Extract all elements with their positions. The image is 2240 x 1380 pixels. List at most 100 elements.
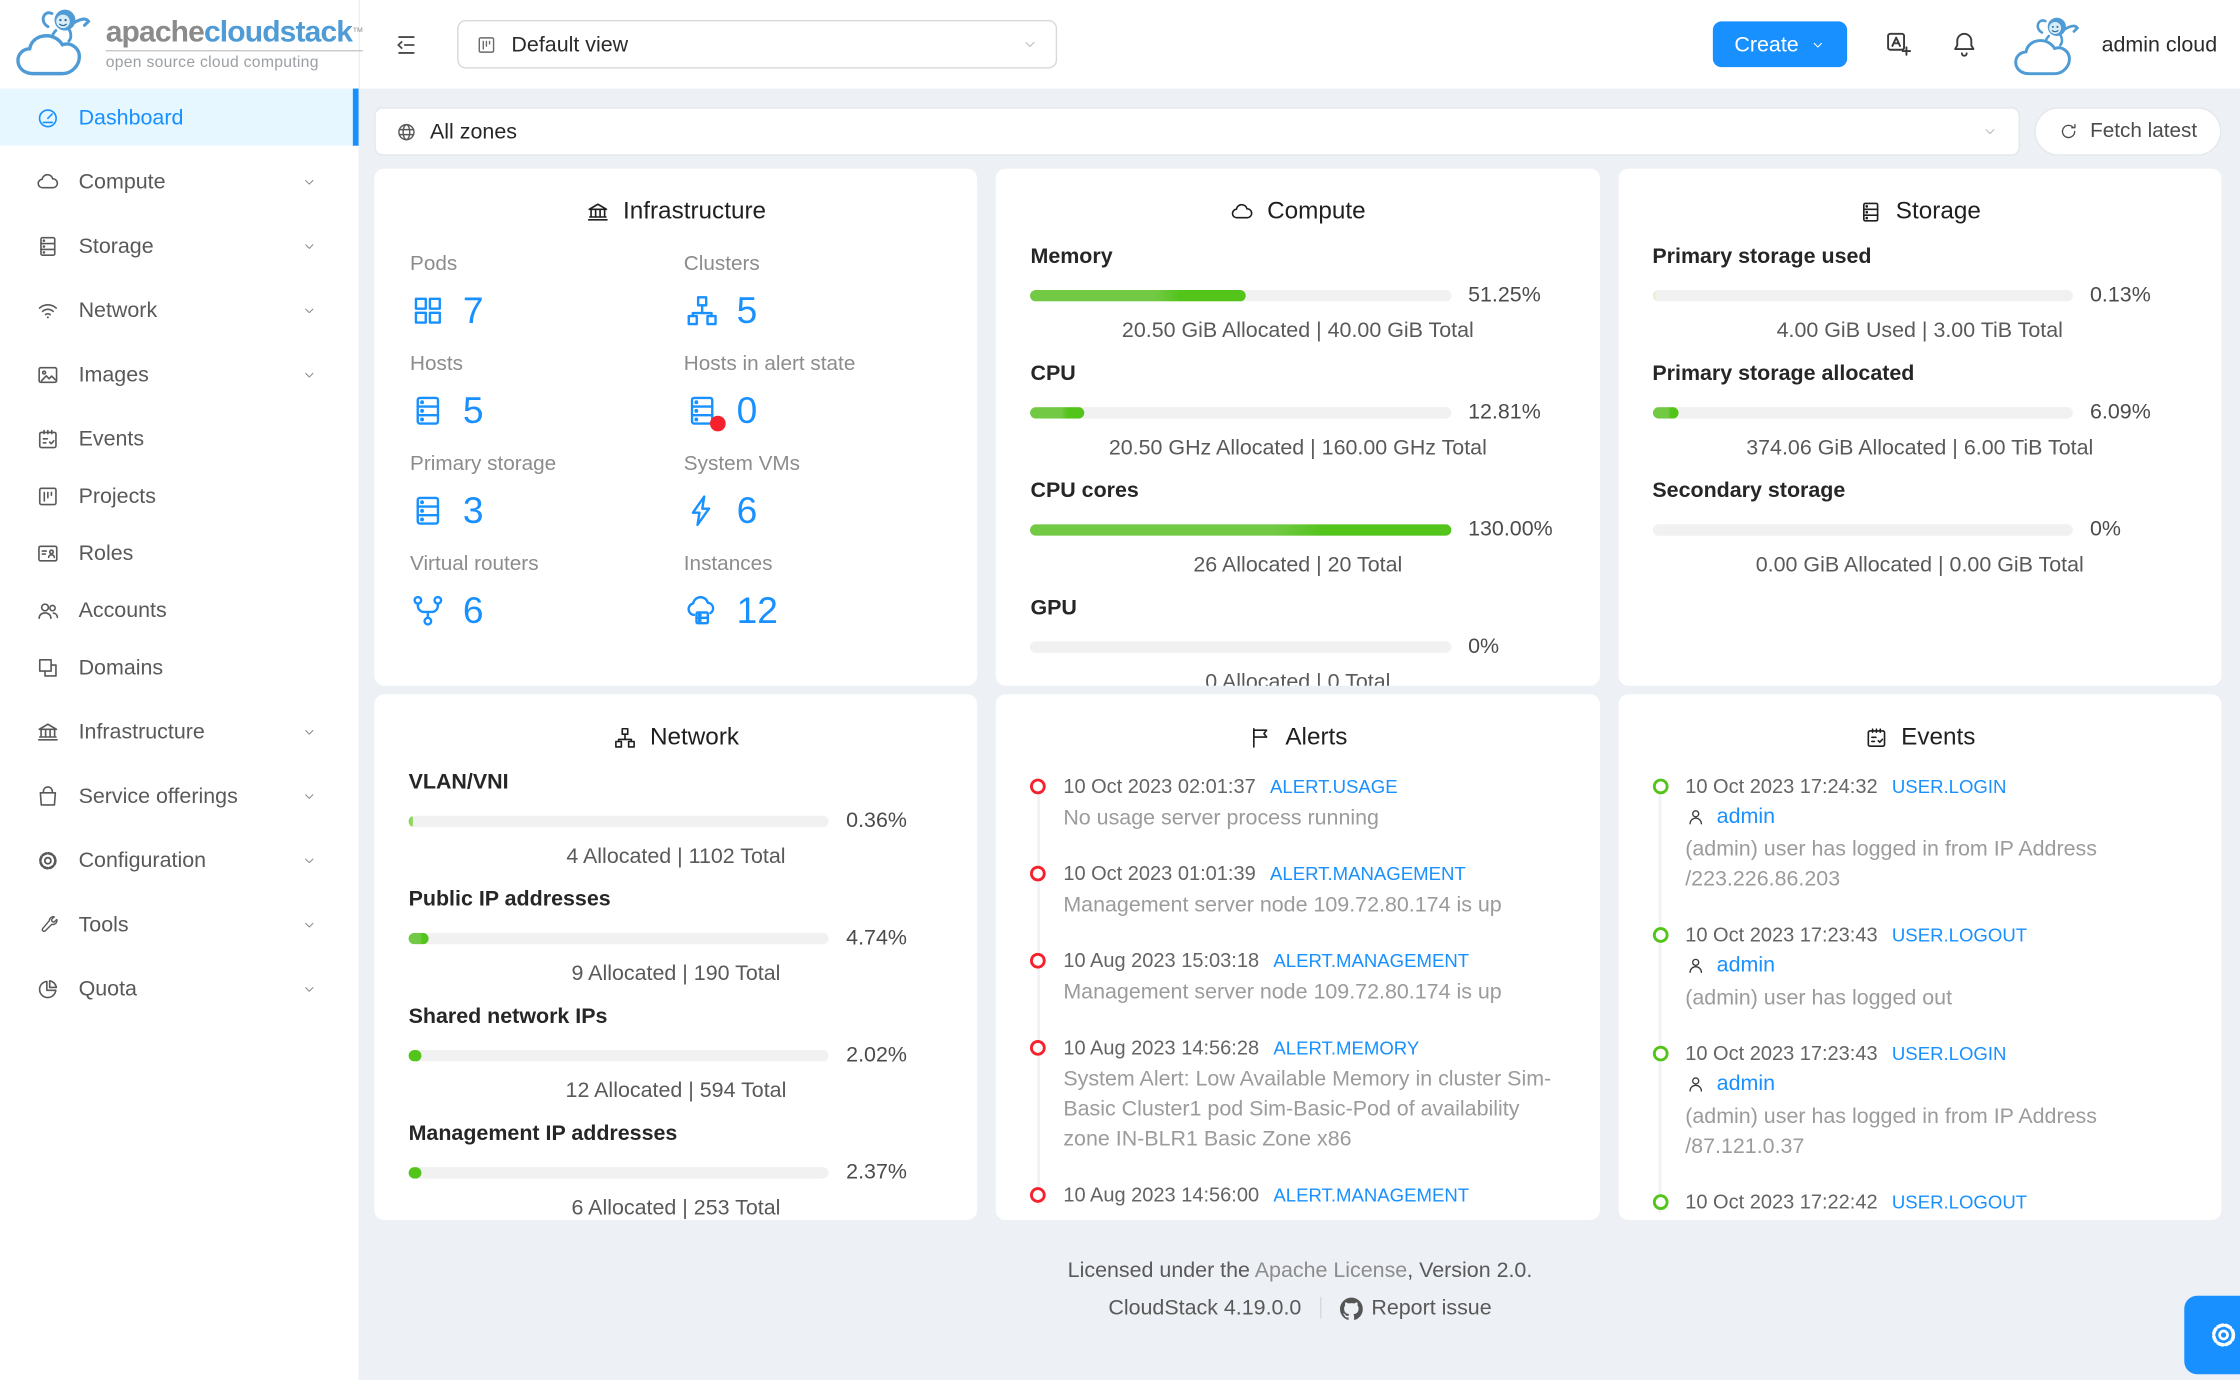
event-item: 10 Oct 2023 17:23:43 USER.LOGOUT admin (adm… — [1652, 923, 2187, 1013]
stat-label: System VMs — [683, 452, 801, 476]
sidebar-item-quota[interactable]: Quota — [0, 960, 359, 1017]
usage-percent: 2.02% — [846, 1042, 907, 1068]
menu-fold-icon[interactable] — [393, 31, 420, 58]
usage-label: VLAN/VNI — [408, 769, 509, 795]
usage-subtext: 20.50 GiB Allocated | 40.00 GiB Total — [1121, 318, 1474, 343]
compute-card-title: Compute — [1030, 197, 1565, 226]
alert-head: 10 Aug 2023 14:56:00 ALERT.MANAGEMENT — [1063, 1183, 1565, 1206]
user-icon — [1685, 1074, 1705, 1094]
alert-timestamp: 10 Aug 2023 14:56:00 — [1063, 1182, 1260, 1206]
stat-value-link[interactable]: 12 — [684, 591, 944, 629]
infra-stat-virtual-routers: Virtual routers 6 — [410, 553, 670, 629]
event-user-link[interactable]: admin — [1716, 1071, 1776, 1096]
sidebar-item-compute[interactable]: Compute — [0, 153, 359, 210]
sidebar-item-storage[interactable]: Storage — [0, 217, 359, 274]
alert-type-link[interactable]: ALERT.MANAGEMENT — [1269, 862, 1466, 885]
usage-section-public-ip-addresses: Public IP addresses 4.74% 9 Allocated | 19… — [408, 887, 944, 986]
alert-head: 10 Aug 2023 14:56:28 ALERT.MEMORY — [1063, 1036, 1565, 1059]
compute-sections: Memory 51.25% 20.50 GiB Allocated | 40.00 … — [1030, 244, 1565, 686]
create-button[interactable]: Create — [1712, 21, 1848, 68]
alert-type-link[interactable]: ALERT.USAGE — [1269, 775, 1398, 798]
sidebar-item-dashboard[interactable]: Dashboard — [0, 88, 359, 146]
event-user-row: admin — [1685, 953, 2187, 977]
usage-bar-row: 12.81% — [1030, 400, 1565, 424]
stat-value-link[interactable]: 6 — [684, 488, 944, 532]
usage-percent: 0.13% — [2089, 282, 2151, 308]
alert-type-link[interactable]: ALERT.MEMORY — [1273, 1037, 1420, 1059]
usage-subtext: 20.50 GHz Allocated | 160.00 GHz Total — [1108, 435, 1487, 460]
usage-subtext: 12 Allocated | 594 Total — [565, 1078, 787, 1103]
apache-license-link[interactable]: Apache License — [1254, 1258, 1408, 1283]
sidebar-item-network[interactable]: Network — [0, 281, 359, 338]
calendar-icon — [36, 426, 60, 450]
event-type-link[interactable]: USER.LOGIN — [1891, 775, 2007, 798]
alert-type-link[interactable]: ALERT.MANAGEMENT — [1273, 949, 1470, 972]
sidebar-item-label: Projects — [78, 483, 156, 508]
project-icon — [36, 484, 60, 508]
github-icon — [1339, 1296, 1363, 1320]
reload-icon — [2059, 121, 2079, 141]
usage-subtext: 0 Allocated | 0 Total — [1205, 669, 1391, 686]
alert-timestamp: 10 Oct 2023 01:01:39 — [1063, 861, 1256, 885]
notifications-bell-icon[interactable] — [1950, 30, 1979, 59]
event-user-link[interactable]: admin — [1716, 952, 1776, 978]
sidebar-item-configuration[interactable]: Configuration — [0, 831, 359, 888]
sidebar-item-roles[interactable]: Roles — [0, 524, 359, 581]
event-user-link[interactable]: admin — [1716, 804, 1776, 829]
usage-label: CPU — [1030, 361, 1076, 386]
alert-type-link[interactable]: ALERT.MANAGEMENT — [1273, 1184, 1470, 1206]
alerts-timeline: 10 Oct 2023 02:01:37 ALERT.USAGE No usage … — [1030, 770, 1565, 1206]
sidebar-item-tools[interactable]: Tools — [0, 896, 359, 953]
settings-fab-button[interactable] — [2184, 1295, 2240, 1375]
username-label[interactable]: admin cloud — [2101, 32, 2218, 57]
view-selector[interactable]: Default view — [457, 19, 1058, 69]
version-label: CloudStack 4.19.0.0 — [1108, 1295, 1302, 1320]
sidebar-item-label: Infrastructure — [78, 719, 205, 744]
event-type-link[interactable]: USER.LOGOUT — [1891, 1191, 2028, 1213]
sidebar-item-label: Accounts — [78, 597, 167, 623]
block-icon — [36, 655, 60, 679]
event-type-link[interactable]: USER.LOGIN — [1891, 1042, 2007, 1065]
stat-value-link[interactable]: 5 — [684, 291, 944, 329]
create-button-label: Create — [1734, 32, 1799, 57]
event-timestamp: 10 Oct 2023 17:22:42 — [1685, 1189, 1878, 1213]
version-line: CloudStack 4.19.0.0 Report issue — [360, 1296, 2240, 1320]
chevron-down-icon — [1021, 36, 1038, 53]
sidebar-item-projects[interactable]: Projects — [0, 467, 359, 524]
event-type-link[interactable]: USER.LOGOUT — [1891, 924, 2028, 946]
progress-track — [408, 1049, 830, 1061]
translate-icon[interactable] — [1884, 30, 1913, 59]
sidebar-item-domains[interactable]: Domains — [0, 639, 359, 696]
stat-value-link[interactable]: 3 — [410, 491, 670, 529]
fetch-latest-button[interactable]: Fetch latest — [2034, 107, 2222, 156]
stat-value-link[interactable]: 7 — [410, 291, 670, 329]
sidebar-item-label: Domains — [78, 654, 164, 680]
sidebar-item-events[interactable]: Events — [0, 410, 359, 467]
zone-selector[interactable]: All zones — [374, 107, 2021, 156]
chevron-down-icon — [301, 852, 317, 868]
events-timeline: 10 Oct 2023 17:24:32 USER.LOGIN admin (admi… — [1652, 770, 2187, 1213]
sidebar-item-label: Network — [78, 297, 158, 323]
stat-value-link[interactable]: 6 — [410, 591, 670, 629]
zone-selector-value: All zones — [429, 119, 517, 144]
sidebar-item-service-offerings[interactable]: Service offerings — [0, 767, 359, 824]
usage-subtext: 4 Allocated | 1102 Total — [566, 844, 786, 869]
alert-timestamp: 10 Aug 2023 14:56:28 — [1063, 1035, 1260, 1059]
sidebar-item-label: Compute — [78, 169, 166, 194]
stat-number: 6 — [736, 488, 758, 532]
sidebar-item-infrastructure[interactable]: Infrastructure — [0, 703, 359, 760]
network-card: Network VLAN/VNI 0.36% 4 Allocated | 1102 … — [374, 694, 978, 1220]
usage-bar-row: 0.13% — [1652, 283, 2187, 307]
sidebar-item-images[interactable]: Images — [0, 346, 359, 403]
stat-value-link[interactable]: 5 — [410, 391, 670, 429]
chevron-down-icon — [301, 981, 317, 997]
database-icon — [410, 392, 446, 428]
usage-section-management-ip-addresses: Management IP addresses 2.37% 6 Allocated … — [408, 1121, 944, 1220]
team-icon — [36, 598, 60, 622]
stat-value-link[interactable]: 0 — [684, 391, 944, 431]
setting-icon — [36, 848, 60, 872]
topbar: Default view Create admin cloud — [359, 0, 2240, 89]
report-issue-link[interactable]: Report issue — [1371, 1295, 1492, 1320]
user-avatar[interactable] — [2010, 14, 2090, 76]
sidebar-item-accounts[interactable]: Accounts — [0, 581, 359, 638]
